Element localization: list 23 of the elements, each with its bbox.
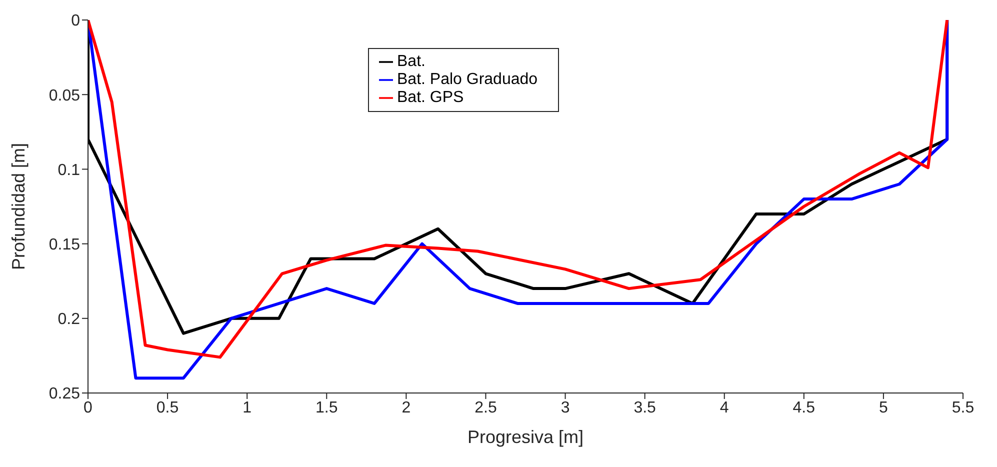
x-tick-label: 2.5 bbox=[474, 399, 497, 416]
y-tick-label: 0.05 bbox=[48, 87, 80, 104]
x-tick-label: 0 bbox=[84, 399, 93, 416]
x-tick-label: 0.5 bbox=[156, 399, 179, 416]
x-tick-label: 1.5 bbox=[316, 399, 338, 416]
legend-label: Bat. GPS bbox=[397, 89, 464, 106]
x-axis-title: Progresiva [m] bbox=[467, 427, 584, 447]
x-tick-label: 1 bbox=[242, 399, 252, 416]
y-axis-title: Profundidad [m] bbox=[8, 142, 28, 270]
y-tick-label: 0.15 bbox=[48, 236, 80, 254]
x-tick-label: 5.5 bbox=[952, 399, 974, 416]
legend-label: Bat. Palo Graduado bbox=[397, 71, 538, 88]
x-tick-label: 4 bbox=[720, 399, 729, 416]
legend-label: Bat. bbox=[397, 53, 426, 70]
x-tick-label: 3.5 bbox=[634, 399, 656, 416]
y-tick-label: 0.2 bbox=[58, 311, 80, 328]
x-tick-label: 4.5 bbox=[792, 399, 816, 416]
x-tick-label: 2 bbox=[402, 399, 411, 416]
x-tick-label: 5 bbox=[879, 399, 888, 416]
y-tick-label: 0 bbox=[71, 12, 80, 30]
y-tick-label: 0.25 bbox=[48, 386, 80, 403]
x-tick-label: 3 bbox=[560, 399, 570, 416]
y-tick-label: 0.1 bbox=[58, 162, 80, 179]
